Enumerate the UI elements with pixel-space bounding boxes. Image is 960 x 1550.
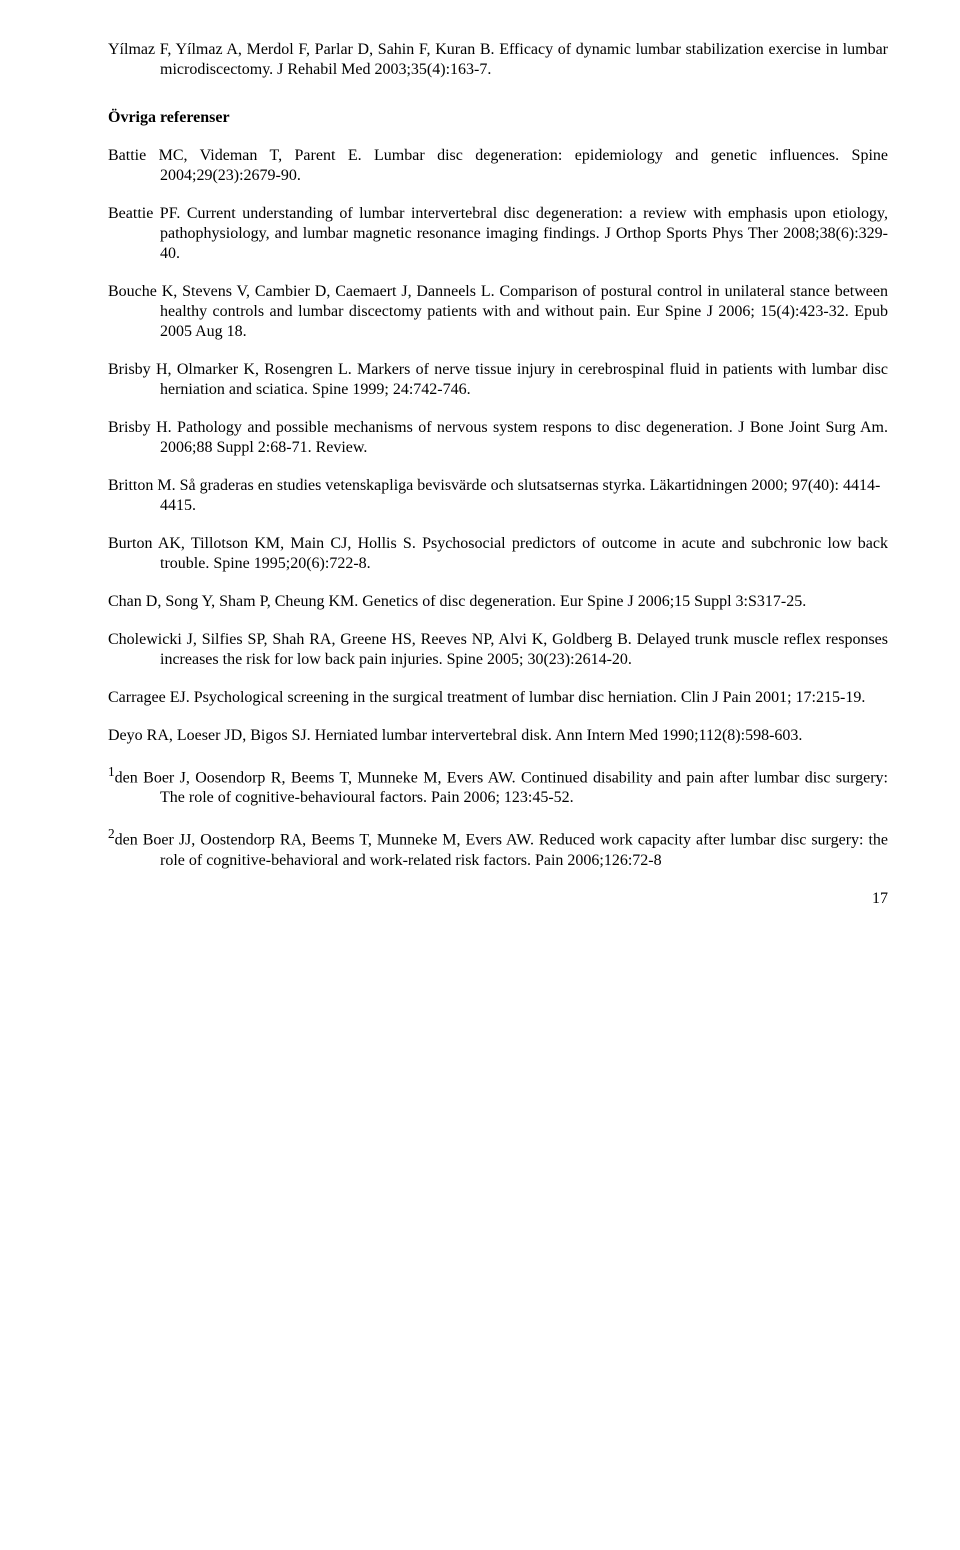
- reference-entry: Chan D, Song Y, Sham P, Cheung KM. Genet…: [108, 592, 888, 612]
- reference-entry: Britton M. Så graderas en studies vetens…: [108, 476, 888, 516]
- reference-entry: Brisby H. Pathology and possible mechani…: [108, 418, 888, 458]
- reference-entry: Brisby H, Olmarker K, Rosengren L. Marke…: [108, 360, 888, 400]
- reference-superscript: 2: [108, 826, 115, 841]
- reference-text: den Boer JJ, Oostendorp RA, Beems T, Mun…: [115, 832, 888, 869]
- reference-entry: Burton AK, Tillotson KM, Main CJ, Hollis…: [108, 534, 888, 574]
- section-heading: Övriga referenser: [108, 108, 888, 128]
- reference-superscript: 1: [108, 764, 115, 779]
- reference-text: den Boer J, Oosendorp R, Beems T, Munnek…: [115, 769, 888, 806]
- reference-entry: Yílmaz F, Yílmaz A, Merdol F, Parlar D, …: [108, 40, 888, 80]
- reference-entry: Bouche K, Stevens V, Cambier D, Caemaert…: [108, 282, 888, 342]
- page-number: 17: [108, 889, 888, 909]
- reference-entry: Battie MC, Videman T, Parent E. Lumbar d…: [108, 146, 888, 186]
- reference-entry: 1den Boer J, Oosendorp R, Beems T, Munne…: [108, 764, 888, 808]
- reference-entry: Beattie PF. Current understanding of lum…: [108, 204, 888, 264]
- reference-entry: 2den Boer JJ, Oostendorp RA, Beems T, Mu…: [108, 826, 888, 870]
- reference-entry: Cholewicki J, Silfies SP, Shah RA, Green…: [108, 630, 888, 670]
- reference-entry: Carragee EJ. Psychological screening in …: [108, 688, 888, 708]
- reference-entry: Deyo RA, Loeser JD, Bigos SJ. Herniated …: [108, 726, 888, 746]
